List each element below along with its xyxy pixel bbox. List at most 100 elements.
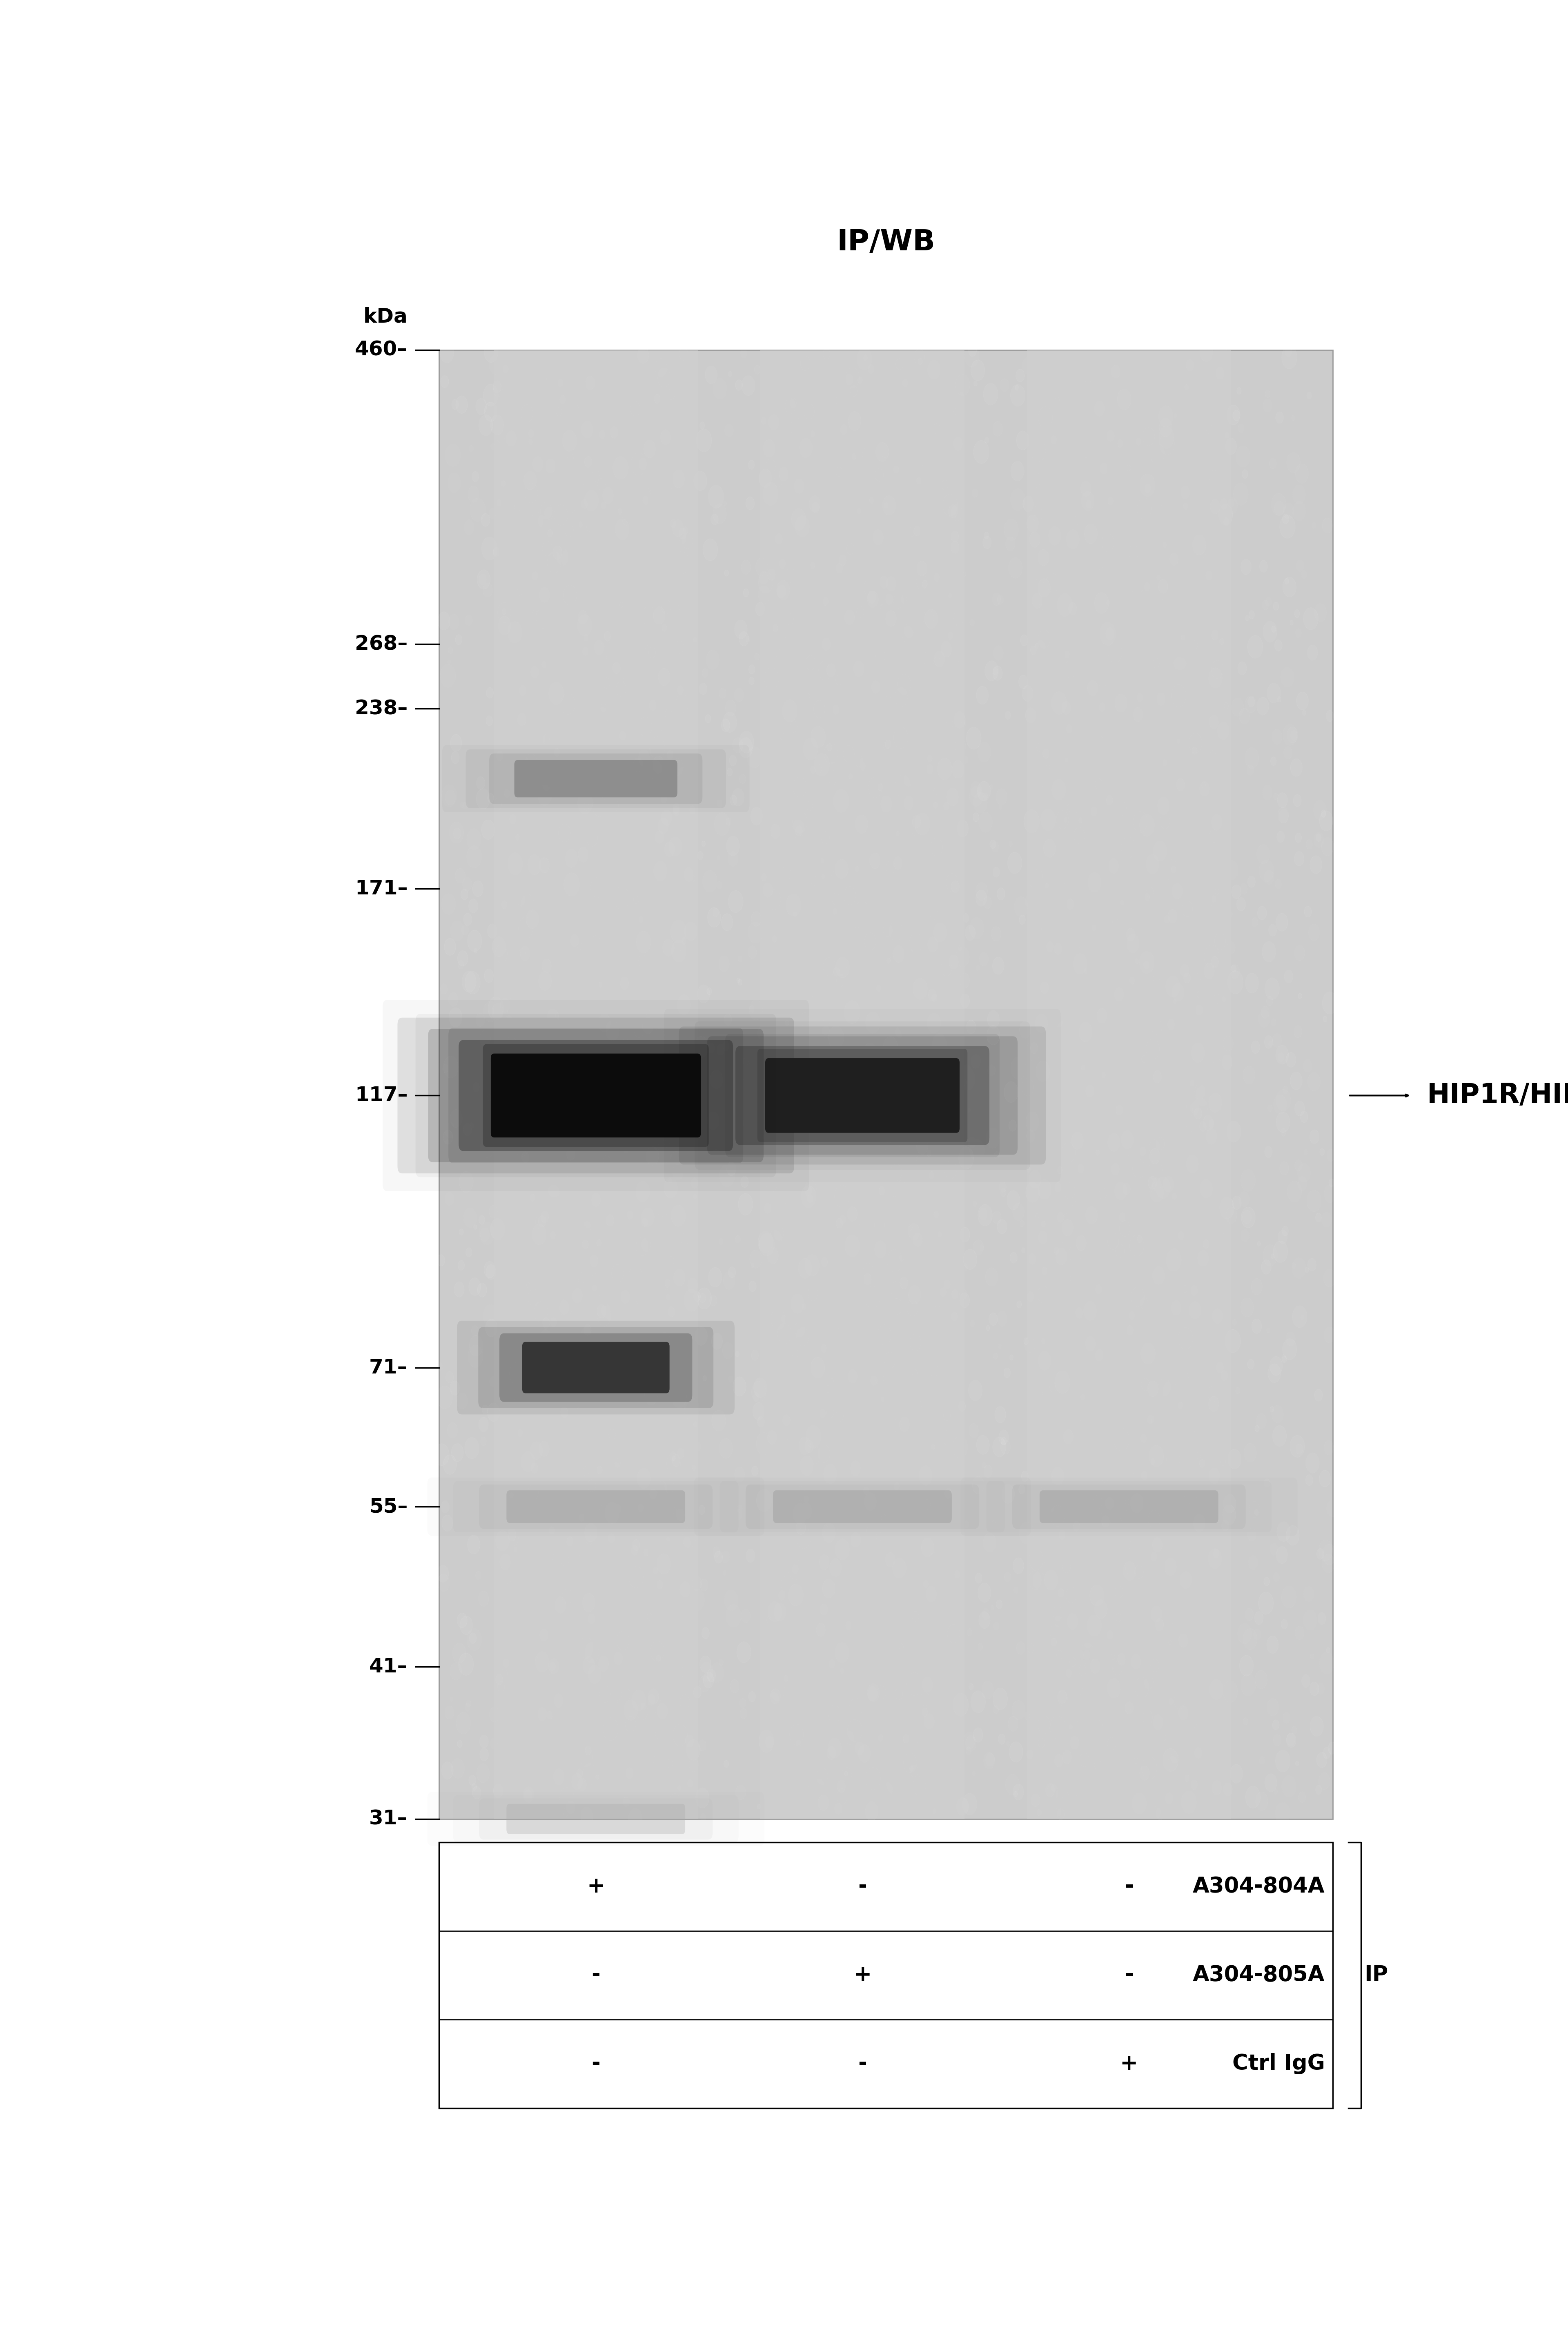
Circle shape xyxy=(1116,1105,1123,1115)
Circle shape xyxy=(472,881,483,898)
Circle shape xyxy=(701,842,706,847)
Circle shape xyxy=(1043,749,1049,758)
Circle shape xyxy=(947,788,958,807)
Circle shape xyxy=(811,562,815,569)
Circle shape xyxy=(646,1089,652,1096)
Circle shape xyxy=(599,982,602,986)
Circle shape xyxy=(1272,625,1276,632)
Circle shape xyxy=(875,443,889,462)
Circle shape xyxy=(477,569,491,590)
Circle shape xyxy=(828,1737,842,1758)
Circle shape xyxy=(778,585,786,597)
Circle shape xyxy=(1032,592,1043,609)
Circle shape xyxy=(878,1187,884,1194)
Circle shape xyxy=(1140,473,1156,497)
Circle shape xyxy=(1298,993,1301,998)
Circle shape xyxy=(485,401,497,422)
Circle shape xyxy=(739,1194,753,1215)
Circle shape xyxy=(547,1010,558,1026)
Circle shape xyxy=(822,874,825,879)
Circle shape xyxy=(1170,1698,1173,1705)
Circle shape xyxy=(668,1306,674,1318)
Circle shape xyxy=(693,637,696,641)
Circle shape xyxy=(1008,1119,1016,1131)
Circle shape xyxy=(1148,1381,1159,1397)
Circle shape xyxy=(632,1546,638,1555)
Circle shape xyxy=(560,1406,568,1418)
Circle shape xyxy=(693,1686,701,1698)
Circle shape xyxy=(834,968,839,977)
Circle shape xyxy=(1096,1007,1107,1024)
Circle shape xyxy=(1193,1513,1206,1532)
Text: IP: IP xyxy=(1364,1964,1388,1987)
Circle shape xyxy=(648,1688,659,1705)
Circle shape xyxy=(933,802,938,809)
Circle shape xyxy=(643,1548,649,1555)
Circle shape xyxy=(740,1175,748,1187)
Circle shape xyxy=(737,977,740,982)
Circle shape xyxy=(444,1455,456,1474)
Circle shape xyxy=(834,1803,842,1814)
Circle shape xyxy=(1273,1721,1279,1730)
Circle shape xyxy=(458,1653,474,1674)
Circle shape xyxy=(472,471,478,483)
Circle shape xyxy=(818,1555,829,1569)
Circle shape xyxy=(674,1269,685,1287)
Circle shape xyxy=(1105,1497,1113,1509)
Circle shape xyxy=(495,751,503,760)
Circle shape xyxy=(1248,1360,1254,1369)
Circle shape xyxy=(488,793,494,802)
Circle shape xyxy=(524,1789,532,1800)
Circle shape xyxy=(1254,1425,1259,1432)
Circle shape xyxy=(442,1761,453,1779)
Circle shape xyxy=(1043,840,1055,858)
Circle shape xyxy=(624,1147,629,1154)
Circle shape xyxy=(782,700,798,723)
FancyBboxPatch shape xyxy=(499,1334,693,1402)
Circle shape xyxy=(488,1404,500,1423)
Circle shape xyxy=(845,1236,859,1257)
Circle shape xyxy=(481,1404,488,1413)
Circle shape xyxy=(804,1255,820,1276)
Circle shape xyxy=(1014,1791,1018,1796)
Circle shape xyxy=(491,1059,499,1073)
Circle shape xyxy=(820,1604,828,1616)
Circle shape xyxy=(905,795,913,809)
Circle shape xyxy=(538,1215,546,1227)
Circle shape xyxy=(1179,1635,1189,1646)
Circle shape xyxy=(485,968,494,982)
Text: 41–: 41– xyxy=(368,1656,408,1677)
Text: -: - xyxy=(858,1875,867,1898)
Circle shape xyxy=(1029,1171,1041,1189)
Circle shape xyxy=(566,1147,575,1161)
FancyBboxPatch shape xyxy=(494,350,698,1819)
Circle shape xyxy=(1080,1066,1085,1070)
FancyBboxPatch shape xyxy=(466,749,726,809)
Circle shape xyxy=(989,840,996,849)
Circle shape xyxy=(786,1019,789,1026)
Circle shape xyxy=(1159,406,1173,427)
Circle shape xyxy=(884,501,887,508)
Circle shape xyxy=(1221,996,1226,1003)
Circle shape xyxy=(804,1439,814,1453)
Circle shape xyxy=(750,665,754,674)
Circle shape xyxy=(966,1019,975,1033)
Circle shape xyxy=(1276,413,1284,424)
Circle shape xyxy=(836,956,850,977)
Circle shape xyxy=(624,1700,638,1721)
Circle shape xyxy=(721,718,729,732)
Circle shape xyxy=(1004,1369,1010,1378)
Circle shape xyxy=(1054,942,1062,954)
Circle shape xyxy=(1016,1301,1022,1308)
Circle shape xyxy=(1071,1735,1079,1749)
Circle shape xyxy=(524,471,536,490)
Circle shape xyxy=(1145,483,1151,492)
Circle shape xyxy=(684,1290,699,1311)
Circle shape xyxy=(502,480,505,487)
Circle shape xyxy=(1209,716,1218,730)
Circle shape xyxy=(671,919,687,942)
Circle shape xyxy=(817,1623,825,1637)
Circle shape xyxy=(823,597,828,606)
Circle shape xyxy=(855,1742,864,1756)
Circle shape xyxy=(637,1469,651,1488)
